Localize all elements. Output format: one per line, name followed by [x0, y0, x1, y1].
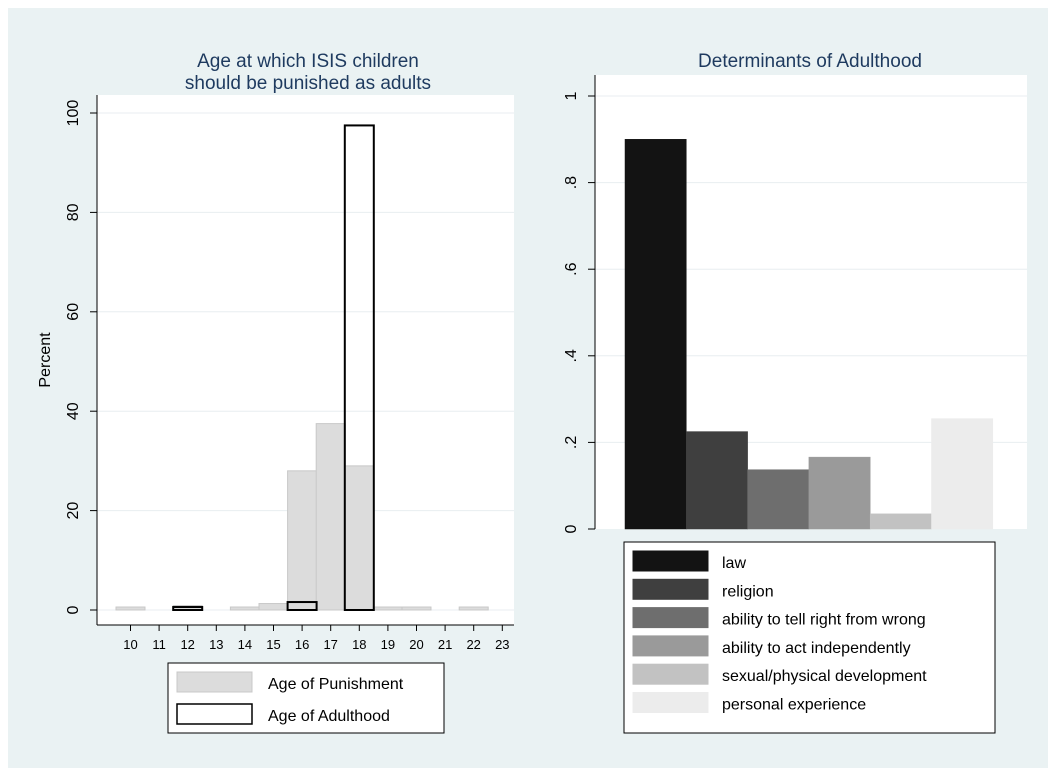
- bar-ability-to-act-independently: [808, 456, 871, 530]
- legend-label: personal experience: [722, 697, 866, 714]
- bar-religion: [686, 431, 748, 530]
- left-y-tick-label: 80: [65, 203, 82, 221]
- legend-swatch-age-of-adulthood: [176, 703, 253, 725]
- left-x-tick-label: 15: [266, 637, 280, 652]
- bar-law: [624, 139, 687, 530]
- right-y-tick-label: .8: [563, 176, 580, 189]
- bar-age-of-adulthood: [172, 606, 204, 612]
- right-y-tick-label: .2: [563, 436, 580, 449]
- bar-ability-to-tell-right-from-wrong: [747, 469, 810, 530]
- left-x-tick-label: 13: [209, 637, 223, 652]
- left-y-tick-label: 100: [65, 100, 82, 127]
- left-y-tick-label: 0: [65, 605, 82, 614]
- right-y-tick-label: 0: [563, 524, 580, 533]
- left-x-tick-label: 17: [323, 637, 337, 652]
- legend-swatch-age-of-punishment: [176, 671, 253, 693]
- legend-label-age-of-punishment: Age of Punishment: [268, 676, 404, 693]
- legend-label: ability to act independently: [722, 640, 911, 657]
- left-x-ticks: 10 11 12 13 14 15 16 17 18 19 20 21 22 23: [123, 625, 510, 652]
- left-x-tick-label: 16: [295, 637, 309, 652]
- legend-swatch: [632, 607, 709, 629]
- right-chart-title: Determinants of Adulthood: [698, 51, 922, 72]
- bar-sexual-physical-development: [869, 513, 932, 530]
- right-bars: [624, 139, 994, 530]
- left-x-tick-label: 22: [466, 637, 480, 652]
- left-x-tick-label: 10: [123, 637, 137, 652]
- left-panel: Age at which ISIS children should be pun…: [37, 51, 514, 734]
- bar-age-of-punishment: [372, 606, 403, 611]
- legend-swatch: [632, 663, 709, 685]
- legend-swatch: [632, 635, 709, 657]
- legend-swatch: [632, 550, 709, 572]
- bar-age-of-adulthood: [343, 124, 375, 612]
- left-x-tick-label: 11: [152, 637, 166, 652]
- bar-age-of-punishment: [115, 606, 146, 611]
- left-chart-title-line1: Age at which ISIS children: [197, 51, 419, 72]
- legend-swatch: [632, 692, 709, 713]
- right-y-tick-label: .6: [563, 262, 580, 275]
- bar-age-of-punishment: [344, 465, 375, 611]
- left-x-tick-label: 14: [238, 637, 252, 652]
- bar-age-of-punishment: [258, 603, 289, 611]
- right-legend-items: law religion ability to tell right from wr…: [632, 550, 927, 714]
- left-y-tick-label: 20: [65, 502, 82, 520]
- left-bars: [115, 124, 489, 612]
- left-y-axis-label: Percent: [37, 332, 54, 388]
- right-y-tick-label: .4: [563, 349, 580, 362]
- bar-age-of-punishment: [401, 606, 432, 611]
- bar-age-of-punishment: [287, 470, 318, 611]
- bar-personal-experience: [931, 418, 994, 530]
- legend-label: law: [722, 555, 746, 572]
- legend-label: sexual/physical development: [722, 668, 927, 685]
- bar-age-of-punishment: [458, 606, 489, 611]
- legend-label: religion: [722, 583, 774, 600]
- right-y-ticks: 0 .2 .4 .6 .8 1: [563, 91, 595, 533]
- left-x-tick-label: 23: [495, 637, 509, 652]
- bar-age-of-adulthood: [286, 601, 318, 611]
- left-legend: Age of Punishment Age of Adulthood: [167, 662, 445, 734]
- right-panel: Determinants of Adulthood 0 .2 .4 .6 .8 1 law…: [563, 51, 1027, 734]
- left-x-tick-label: 20: [409, 637, 423, 652]
- bar-age-of-punishment: [315, 423, 346, 611]
- left-y-tick-label: 60: [65, 303, 82, 321]
- bar-age-of-punishment: [229, 606, 260, 611]
- left-x-tick-label: 12: [180, 637, 194, 652]
- left-y-ticks: 0 20 40 60 80 100: [65, 100, 97, 614]
- legend-label: ability to tell right from wrong: [722, 612, 926, 629]
- legend-label-age-of-adulthood: Age of Adulthood: [268, 708, 390, 725]
- left-x-tick-label: 21: [438, 637, 452, 652]
- left-x-tick-label: 19: [381, 637, 395, 652]
- right-y-tick-label: 1: [563, 91, 580, 100]
- left-y-tick-label: 40: [65, 402, 82, 420]
- left-x-tick-label: 18: [352, 637, 366, 652]
- right-legend: law religion ability to tell right from wr…: [623, 541, 996, 734]
- left-chart-title-line2: should be punished as adults: [185, 73, 431, 94]
- legend-swatch: [632, 578, 709, 600]
